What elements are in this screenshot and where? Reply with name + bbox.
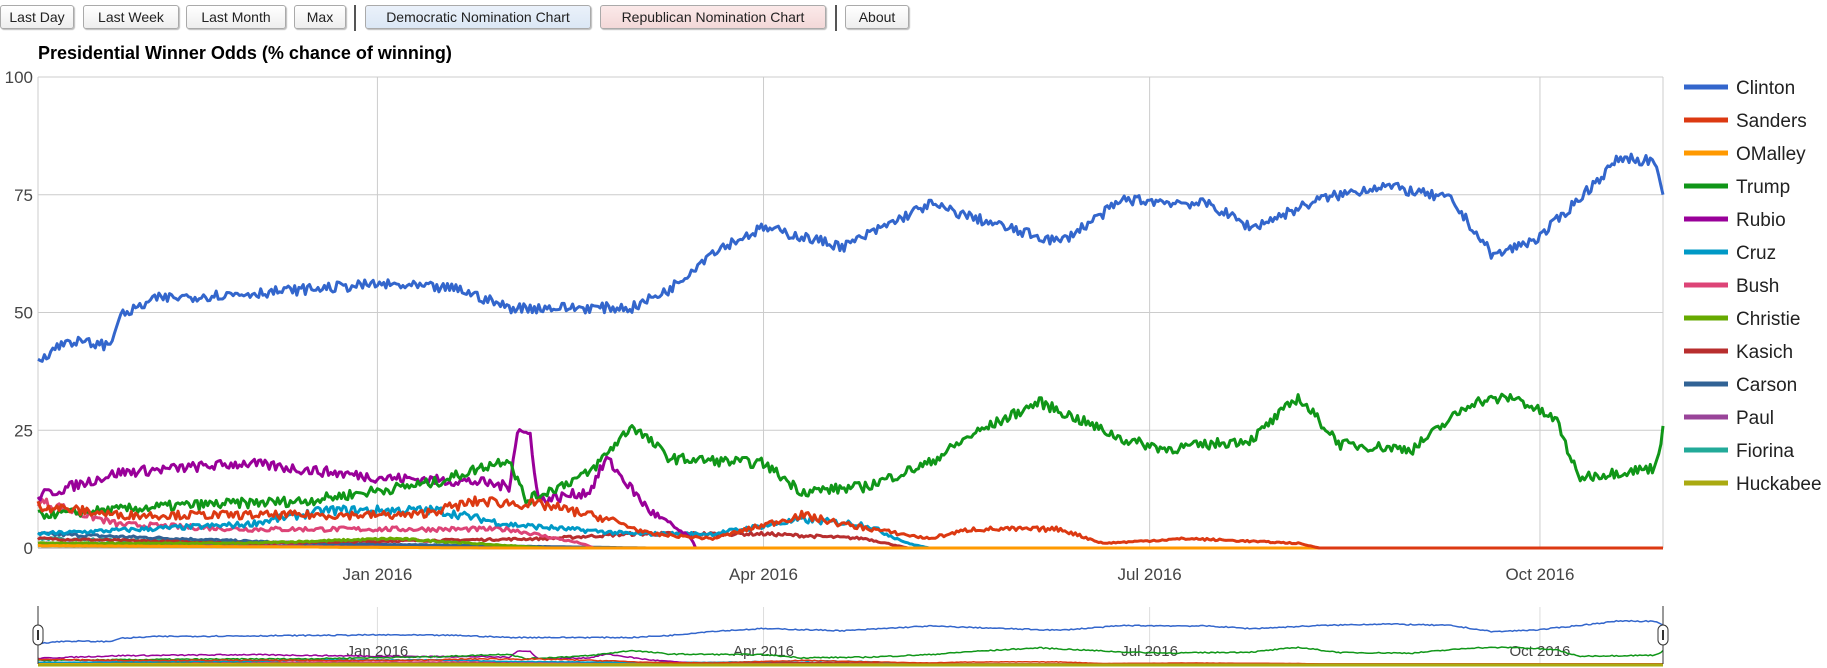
- legend-label: Carson: [1736, 375, 1797, 396]
- x-tick-label: Jan 2016: [342, 565, 412, 584]
- legend-item-clinton[interactable]: Clinton: [1684, 78, 1795, 99]
- range-navigator[interactable]: Jan 2016 Apr 2016 Jul 2016 Oct 2016: [32, 606, 1669, 667]
- x-tick-label: Jul 2016: [1117, 565, 1181, 584]
- series-line-clinton: [37, 152, 1665, 363]
- legend-label: Clinton: [1736, 78, 1795, 99]
- legend-label: Paul: [1736, 408, 1774, 429]
- navigator-tick-label: Jul 2016: [1121, 643, 1178, 660]
- legend-item-christie[interactable]: Christie: [1684, 309, 1800, 330]
- republican-nomination-chart-button[interactable]: Republican Nomination Chart: [600, 5, 826, 29]
- navigator-series-trump: [37, 646, 1664, 662]
- legend-label: Huckabee: [1736, 474, 1822, 495]
- democratic-nomination-chart-button[interactable]: Democratic Nomination Chart: [365, 5, 591, 29]
- y-tick-label: 75: [14, 186, 33, 205]
- toolbar-divider: [354, 5, 356, 31]
- y-tick-label: 25: [14, 421, 33, 440]
- legend-item-carson[interactable]: Carson: [1684, 375, 1797, 396]
- legend-item-sanders[interactable]: Sanders: [1684, 111, 1807, 132]
- about-button[interactable]: About: [845, 5, 909, 29]
- y-tick-label: 0: [24, 539, 33, 558]
- legend-item-rubio[interactable]: Rubio: [1684, 210, 1786, 231]
- legend-label: Trump: [1736, 177, 1790, 198]
- navigator-series-clinton: [37, 619, 1664, 645]
- legend-item-huckabee[interactable]: Huckabee: [1684, 474, 1822, 495]
- legend-label: Kasich: [1736, 342, 1793, 363]
- series-line-sanders: [36, 495, 1663, 550]
- navigator-tick-label: Apr 2016: [733, 643, 794, 660]
- x-tick-label: Oct 2016: [1505, 565, 1574, 584]
- toolbar-divider: [835, 5, 837, 31]
- legend-item-paul[interactable]: Paul: [1684, 408, 1774, 429]
- legend: Clinton Sanders OMalley Trump Rubio Cruz Bush C…: [1684, 78, 1822, 495]
- legend-item-bush[interactable]: Bush: [1684, 276, 1779, 297]
- x-tick-label: Apr 2016: [729, 565, 798, 584]
- legend-item-kasich[interactable]: Kasich: [1684, 342, 1793, 363]
- last-week-button[interactable]: Last Week: [83, 5, 179, 29]
- y-tick-label: 50: [14, 304, 33, 323]
- navigator-tick-label: Oct 2016: [1510, 643, 1571, 660]
- legend-label: Cruz: [1736, 243, 1776, 264]
- legend-item-cruz[interactable]: Cruz: [1684, 243, 1776, 264]
- last-day-button[interactable]: Last Day: [0, 5, 74, 29]
- grid: [37, 76, 1664, 549]
- legend-label: Bush: [1736, 276, 1779, 297]
- legend-item-fiorina[interactable]: Fiorina: [1684, 441, 1795, 462]
- legend-label: OMalley: [1736, 144, 1806, 165]
- legend-item-omalley[interactable]: OMalley: [1684, 144, 1806, 165]
- axes: 0 25 50 75 100 Jan 2016 Apr 2016 Jul 2016 Oct 20…: [5, 68, 1575, 584]
- y-tick-label: 100: [5, 68, 33, 87]
- last-month-button[interactable]: Last Month: [186, 5, 286, 29]
- max-button[interactable]: Max: [294, 5, 346, 29]
- plot-area: [36, 152, 1665, 550]
- legend-label: Rubio: [1736, 210, 1786, 231]
- legend-label: Christie: [1736, 309, 1800, 330]
- series-line-trump: [37, 392, 1665, 520]
- chart-title: Presidential Winner Odds (% chance of wi…: [38, 43, 452, 63]
- legend-label: Sanders: [1736, 111, 1807, 132]
- legend-item-trump[interactable]: Trump: [1684, 177, 1790, 198]
- legend-label: Fiorina: [1736, 441, 1795, 462]
